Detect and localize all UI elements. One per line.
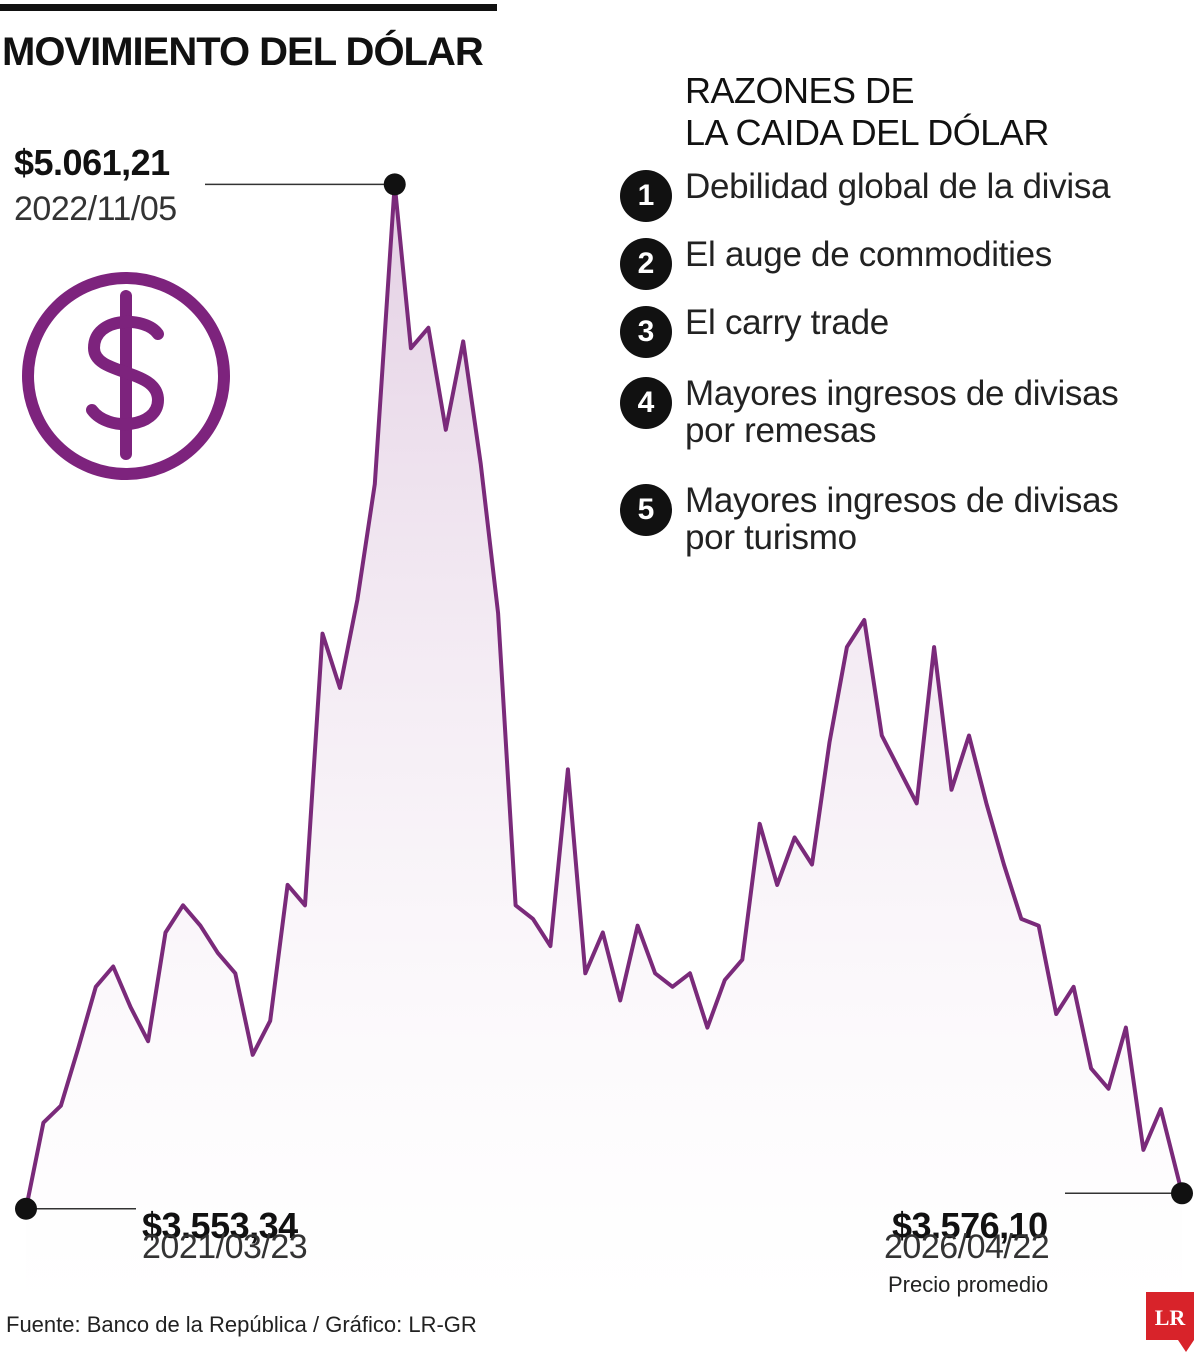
reason-text: Mayores ingresos de divisas por turismo: [685, 481, 1119, 557]
reasons-title-line-2: LA CAIDA DEL DÓLAR: [685, 112, 1049, 153]
start-point-marker: [15, 1197, 37, 1220]
svg-text:LR: LR: [1155, 1305, 1187, 1330]
series-line: [24, 182, 1184, 1210]
max-date-label: 2022/11/05: [14, 190, 177, 228]
reason-text: Mayores ingresos de divisas por remesas: [685, 374, 1119, 450]
reason-number: 5: [620, 484, 672, 536]
reason-text: El auge de commodities: [685, 235, 1052, 274]
end-date-label: 2026/04/22: [884, 1228, 1050, 1266]
reasons-title: RAZONES DE LA CAIDA DEL DÓLAR: [685, 70, 1180, 154]
chart-title: MOVIMIENTO DEL DÓLAR: [2, 30, 484, 74]
reason-text: Debilidad global de la divisa: [685, 167, 1111, 206]
max-value-label: $5.061,21: [14, 142, 170, 183]
reasons-panel: RAZONES DE LA CAIDA DEL DÓLAR 1 Debilida…: [620, 70, 1180, 556]
start-date-label: 2021/03/23: [142, 1228, 308, 1266]
series-area: [26, 184, 1182, 1310]
start-value-label: $3.553,34: [142, 1205, 298, 1246]
reason-text: El carry trade: [685, 303, 889, 342]
lr-logo: LR: [1146, 1292, 1194, 1352]
reason-number: 4: [620, 377, 672, 429]
source-credit: Fuente: Banco de la República / Gráfico:…: [6, 1312, 477, 1337]
max-point-marker: [383, 173, 406, 196]
end-point-marker: [1171, 1182, 1193, 1205]
average-price-note: Precio promedio: [888, 1272, 1049, 1297]
reason-number: 2: [620, 238, 672, 290]
reason-number: 3: [620, 306, 672, 358]
reason-number: 1: [620, 170, 672, 222]
dollar-circle-icon: [22, 272, 230, 480]
top-rule: [0, 4, 497, 11]
end-value-label: $3.576,10: [892, 1205, 1048, 1246]
reasons-title-line-1: RAZONES DE: [685, 70, 915, 111]
